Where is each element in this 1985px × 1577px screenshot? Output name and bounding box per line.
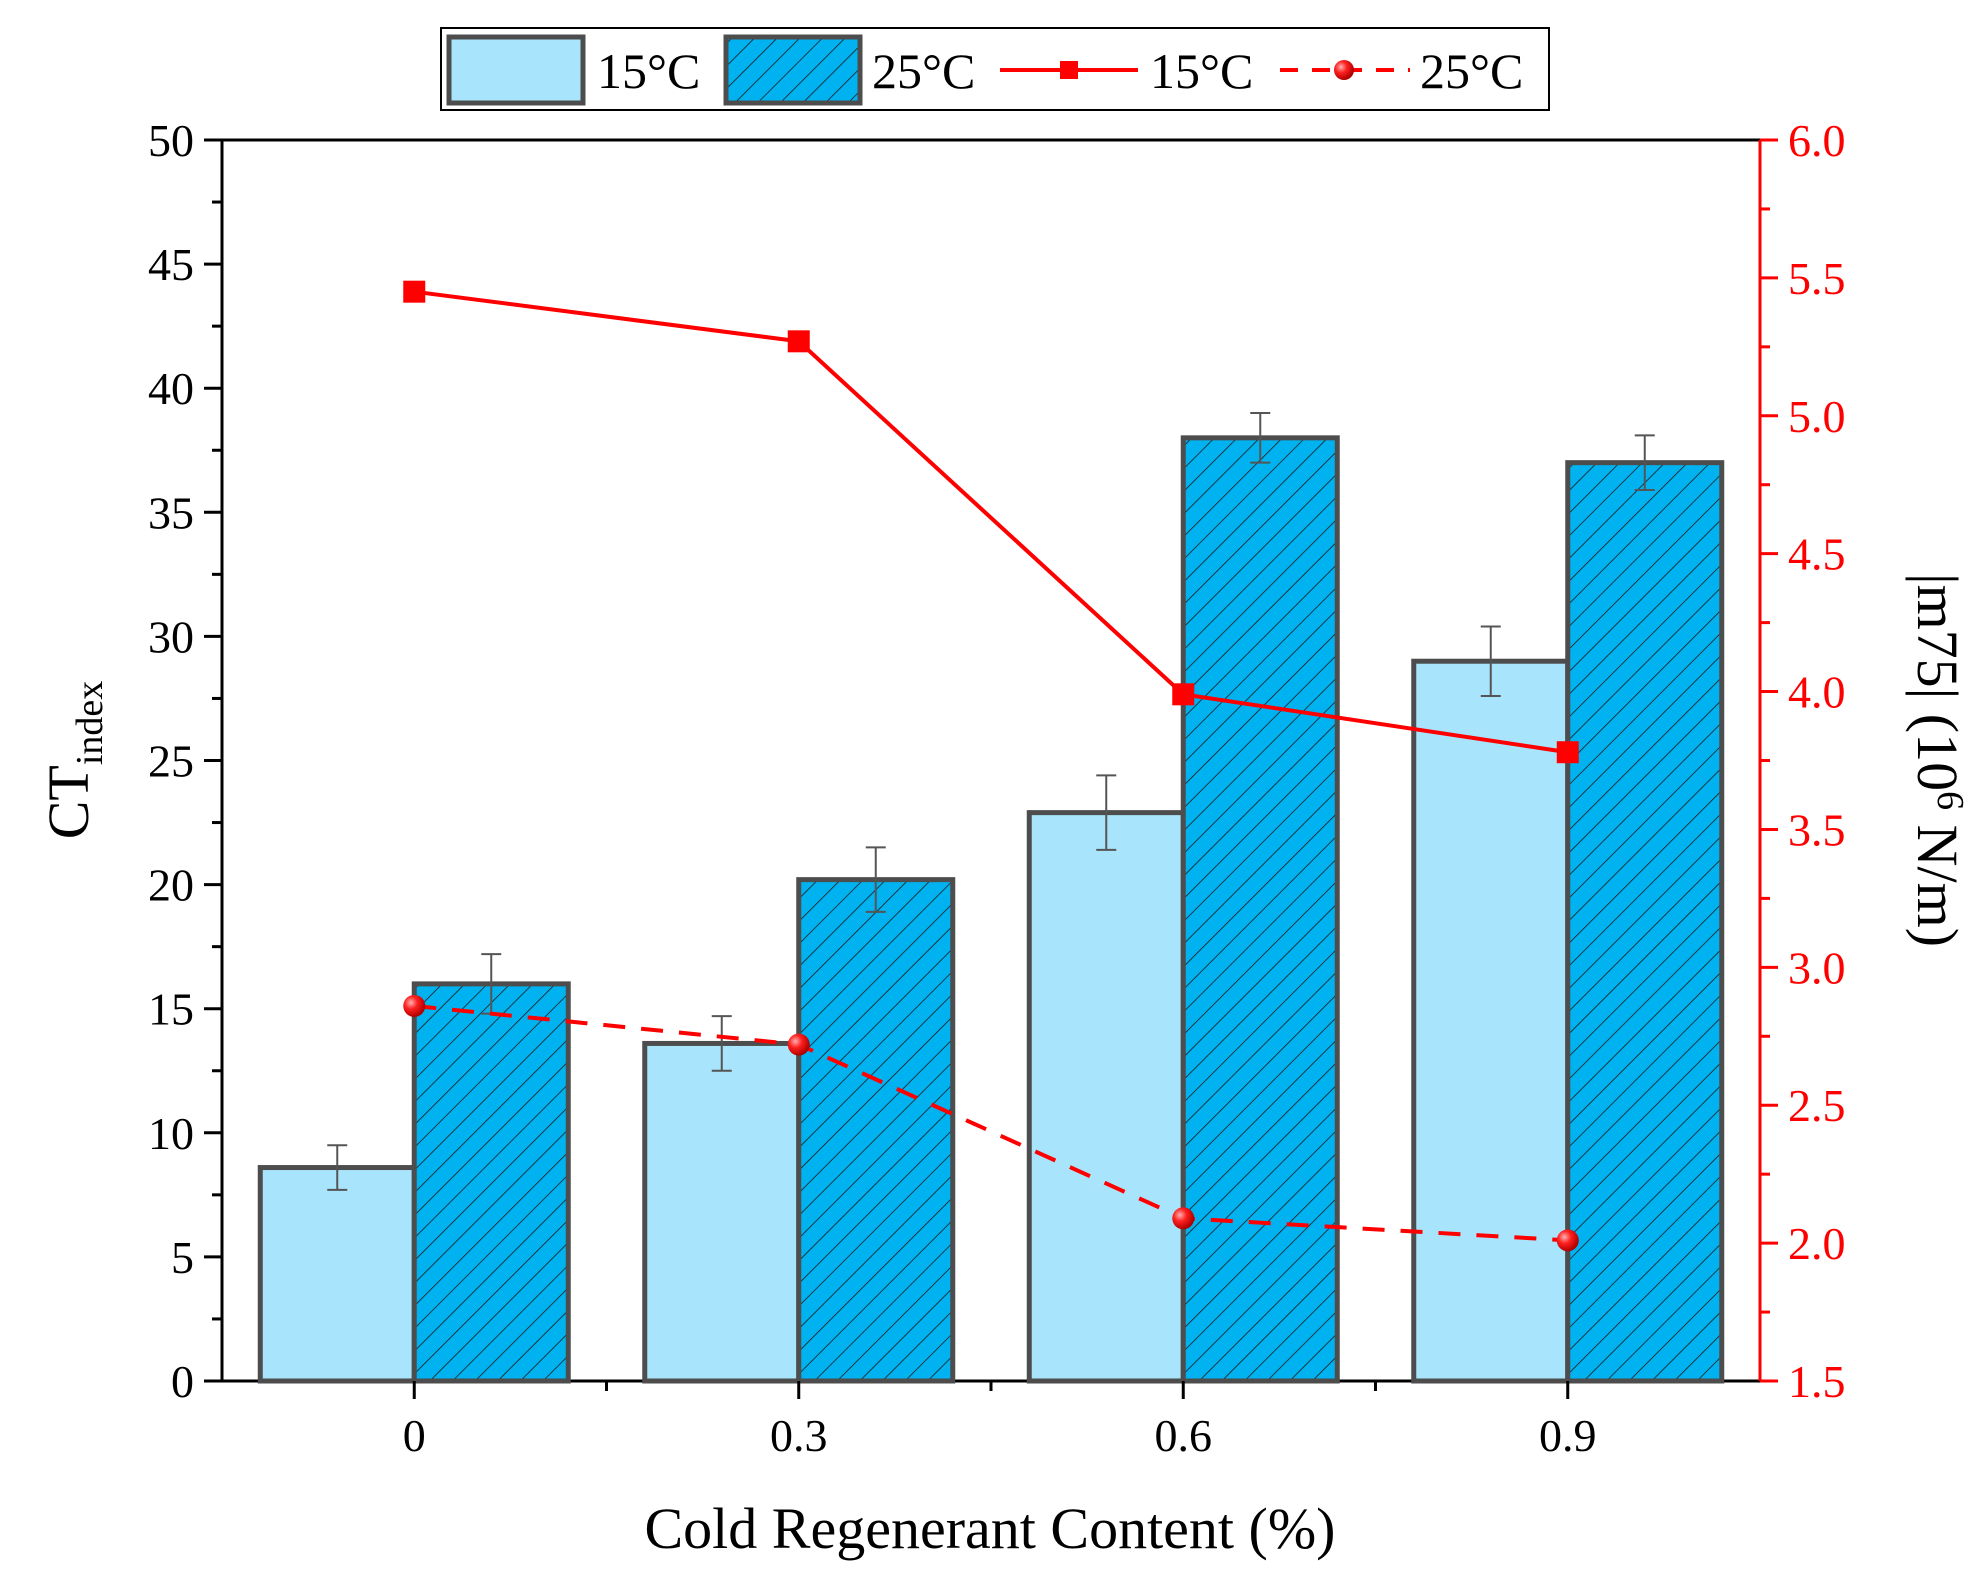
marker-25c-0.3 bbox=[787, 1033, 810, 1056]
legend-label-line-15: 15°C bbox=[1150, 43, 1253, 99]
x-tick-label-0.3: 0.3 bbox=[770, 1410, 828, 1461]
legend: 15°C 25°C 15°C 25°C bbox=[440, 27, 1550, 111]
legend-label-bar-25: 25°C bbox=[872, 43, 975, 99]
y-tick-label-45: 45 bbox=[148, 239, 194, 290]
y2-tick-label-5.0: 5.0 bbox=[1788, 391, 1846, 442]
y2-tick-label-2.0: 2.0 bbox=[1788, 1218, 1846, 1269]
error-bars-layer bbox=[327, 412, 1655, 1191]
marker-15c-0.6 bbox=[1172, 683, 1195, 706]
y-tick-label-40: 40 bbox=[148, 363, 194, 414]
legend-label-bar-15: 15°C bbox=[597, 43, 700, 99]
y2-axis-title-tail: N/m) bbox=[1905, 810, 1970, 947]
bar-15c-0.3 bbox=[642, 1040, 802, 1384]
left-axis-ticks: 0 5 10 15 20 25 30 35 40 45 50 bbox=[148, 115, 222, 1407]
legend-marker-line-25 bbox=[1334, 60, 1354, 80]
y2-axis-title-superscript: 6 bbox=[1929, 791, 1971, 810]
marker-25c-0.6 bbox=[1172, 1207, 1195, 1230]
y2-tick-label-3.0: 3.0 bbox=[1788, 942, 1846, 993]
y-tick-label-20: 20 bbox=[148, 860, 194, 911]
x-axis-ticks: 0 0.3 0.6 0.9 bbox=[403, 1381, 1597, 1461]
legend-box bbox=[440, 27, 1550, 111]
legend-swatch-bar-15 bbox=[446, 34, 586, 106]
bar-25c-0.9 bbox=[1565, 460, 1725, 1384]
bar-25c-0.6 bbox=[1180, 435, 1340, 1384]
y-tick-label-25: 25 bbox=[148, 736, 194, 787]
line-series-25c bbox=[414, 1003, 1568, 1243]
marker-15c-0.9 bbox=[1556, 741, 1579, 764]
x-tick-label-0.6: 0.6 bbox=[1155, 1410, 1213, 1461]
x-tick-label-0.9: 0.9 bbox=[1539, 1410, 1597, 1461]
bars-layer bbox=[257, 435, 1725, 1384]
bar-25c-0.3 bbox=[796, 877, 956, 1384]
y2-tick-label-2.5: 2.5 bbox=[1788, 1080, 1846, 1131]
marker-15c-0.3 bbox=[787, 330, 810, 353]
y2-axis-title-main: |m75| (10 bbox=[1905, 573, 1970, 791]
lines-layer bbox=[403, 280, 1579, 1252]
bar-15c-0.9 bbox=[1411, 658, 1571, 1384]
legend-swatch-bar-25 bbox=[723, 34, 863, 106]
y2-tick-label-6.0: 6.0 bbox=[1788, 115, 1846, 166]
y-tick-label-30: 30 bbox=[148, 611, 194, 662]
right-axis-ticks: 1.5 2.0 2.5 3.0 3.5 4.0 4.5 5.0 5.5 6.0 bbox=[1760, 115, 1846, 1407]
bar-15c-0 bbox=[257, 1165, 417, 1384]
y-tick-label-10: 10 bbox=[148, 1108, 194, 1159]
marker-15c-0 bbox=[403, 280, 426, 303]
y-tick-label-5: 5 bbox=[171, 1232, 194, 1283]
y-tick-label-0: 0 bbox=[171, 1356, 194, 1407]
y2-tick-label-5.5: 5.5 bbox=[1788, 253, 1846, 304]
x-tick-label-0: 0 bbox=[403, 1410, 426, 1461]
y2-tick-label-1.5: 1.5 bbox=[1788, 1356, 1846, 1407]
y2-axis-title: |m75| (106 N/m) bbox=[1905, 573, 1971, 947]
y2-tick-label-4.5: 4.5 bbox=[1788, 529, 1846, 580]
y-axis-title: CTindex bbox=[36, 681, 111, 840]
y2-tick-label-4.0: 4.0 bbox=[1788, 667, 1846, 718]
legend-marker-line-15 bbox=[1060, 61, 1078, 79]
x-axis-title: Cold Regenerant Content (%) bbox=[645, 1496, 1336, 1561]
marker-25c-0 bbox=[403, 994, 426, 1017]
y2-tick-label-3.5: 3.5 bbox=[1788, 804, 1846, 855]
y-axis-title-subscript: index bbox=[69, 681, 111, 765]
bar-15c-0.6 bbox=[1026, 810, 1186, 1384]
legend-label-line-25: 25°C bbox=[1420, 43, 1523, 99]
y-tick-label-35: 35 bbox=[148, 487, 194, 538]
y-tick-label-15: 15 bbox=[148, 984, 194, 1035]
marker-25c-0.9 bbox=[1556, 1229, 1579, 1252]
y-axis-title-main: CT bbox=[36, 765, 101, 839]
y-tick-label-50: 50 bbox=[148, 115, 194, 166]
line-series-15c bbox=[413, 289, 1569, 755]
bar-25c-0 bbox=[411, 981, 571, 1384]
